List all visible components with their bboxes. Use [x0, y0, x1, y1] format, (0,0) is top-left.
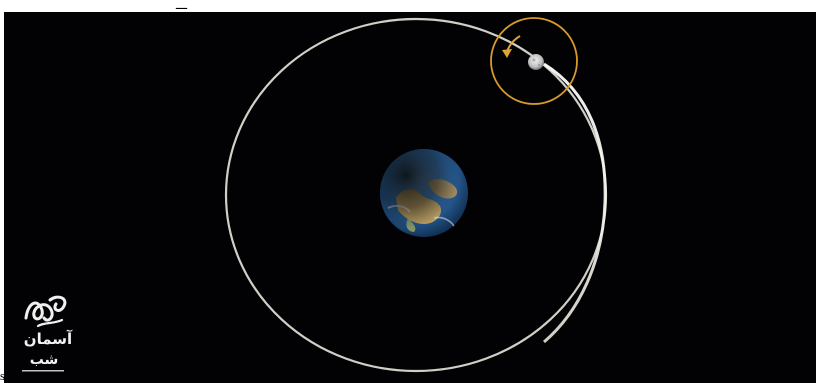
moon-icon	[528, 54, 544, 70]
transfer-trajectory	[543, 62, 607, 344]
logo-underline	[22, 370, 64, 372]
logo-title: آسمان	[24, 330, 73, 348]
caption-strip: _	[0, 0, 820, 12]
orbit-diagram: آسمان شب	[22, 17, 608, 373]
earth-icon	[380, 149, 468, 237]
bottom-glyph: s	[0, 368, 6, 383]
asman-shab-logo-icon	[24, 295, 67, 328]
logo-subtitle: شب	[30, 352, 59, 368]
direction-arrow-icon	[502, 35, 521, 58]
caption-text: _	[176, 0, 187, 10]
moon-capture-ring	[490, 17, 578, 105]
space-scene: آسمان شب	[4, 12, 816, 383]
